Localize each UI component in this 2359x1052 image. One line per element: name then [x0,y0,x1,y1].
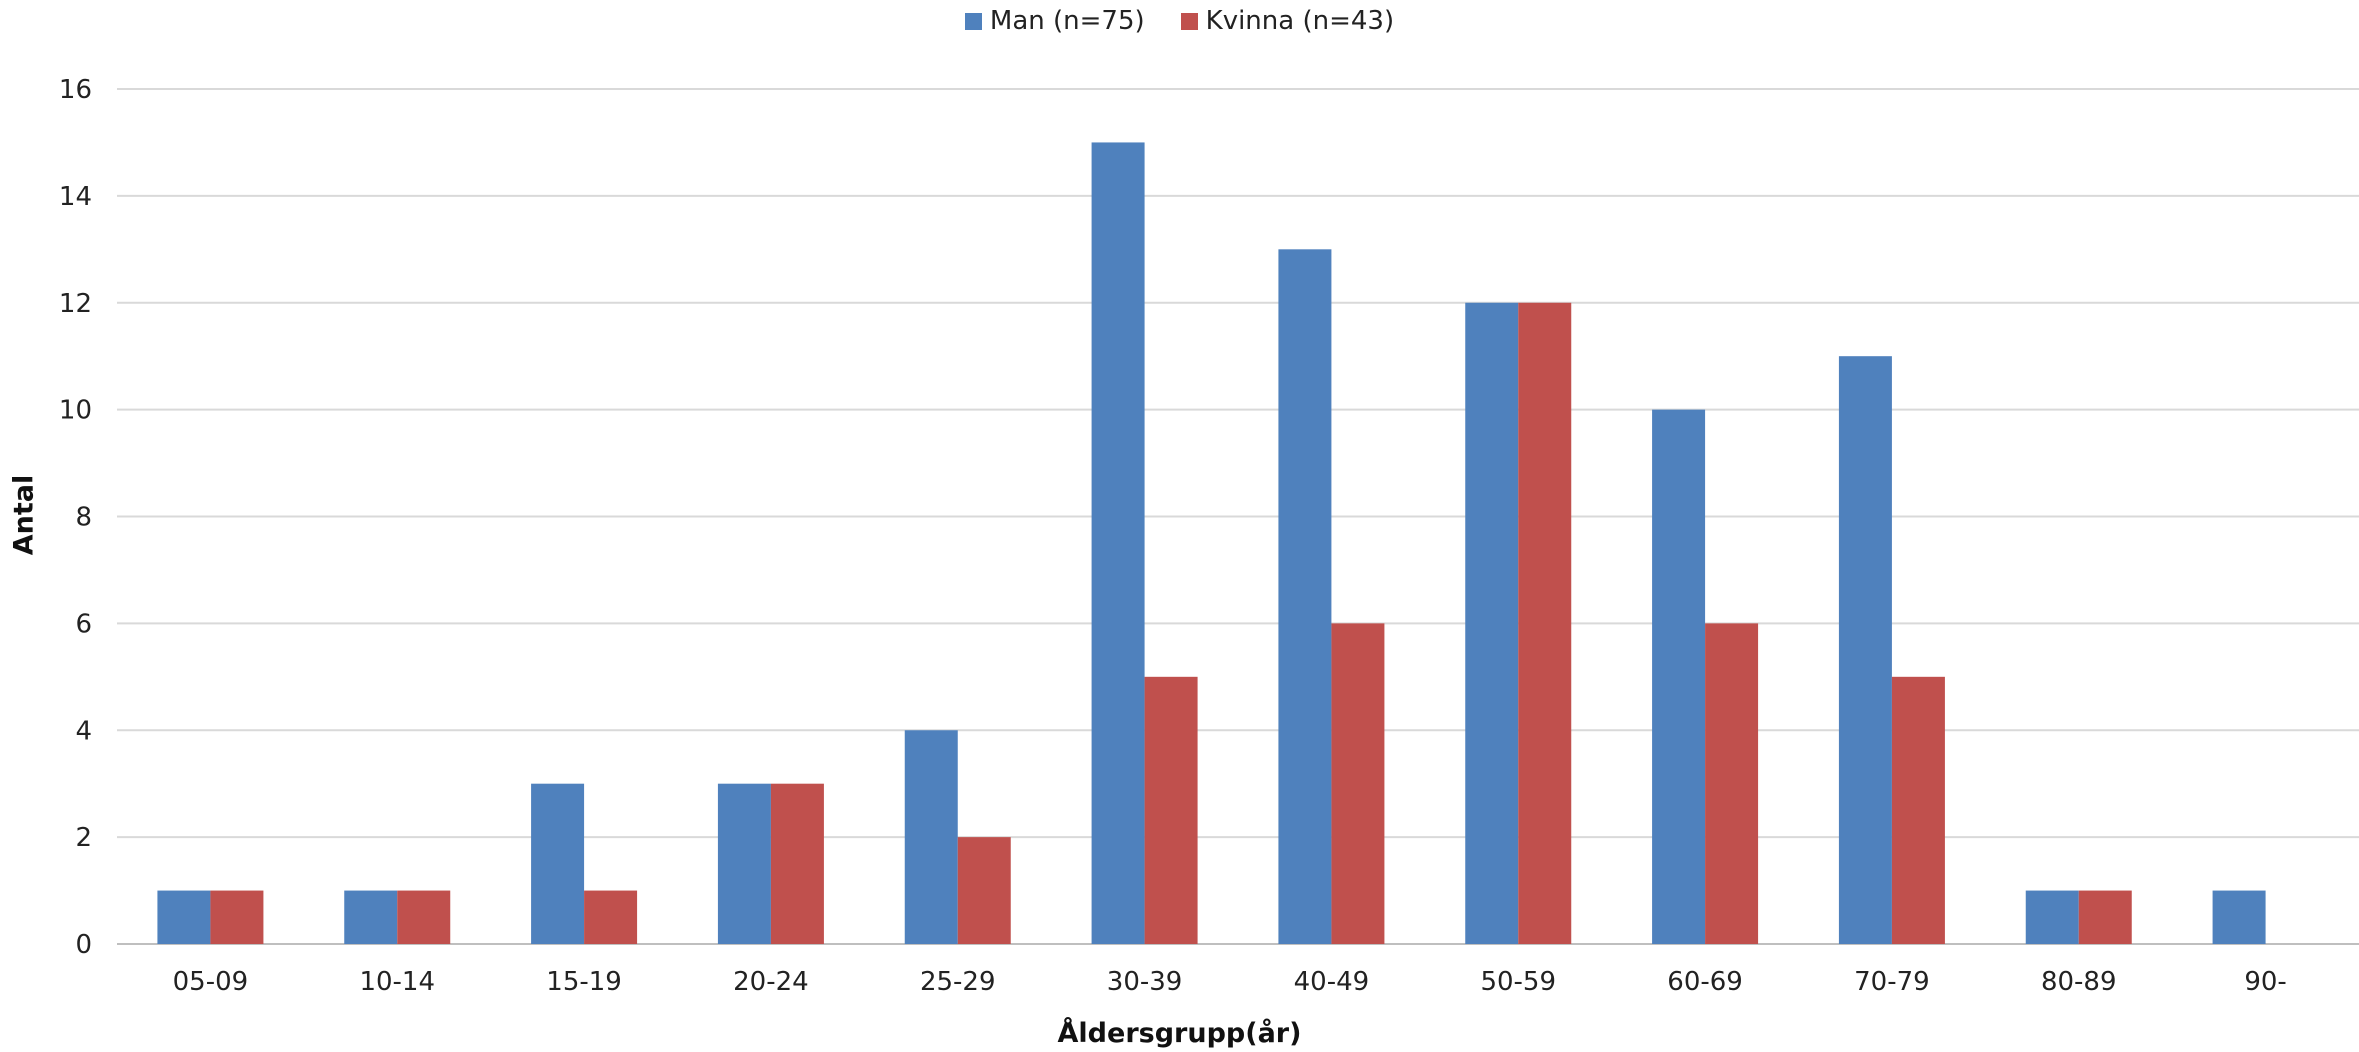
legend-swatch-man [964,12,982,30]
legend-swatch-kvinna [1180,12,1198,30]
y-tick-label: 2 [75,823,92,853]
bar-kvinna-15-19[interactable] [584,890,638,944]
y-tick-label: 8 [75,503,92,533]
x-tick-label: 10-14 [359,967,435,997]
bar-man-40-49[interactable] [1278,249,1332,944]
bar-kvinna-30-39[interactable] [1144,676,1198,944]
bar-man-80-89[interactable] [2025,890,2079,944]
y-tick-label: 4 [75,716,92,746]
bar-man-60-69[interactable] [1652,409,1706,944]
bar-man-70-79[interactable] [1838,356,1892,944]
x-tick-label: 15-19 [546,967,622,997]
x-tick-label: 05-09 [173,967,249,997]
bar-man-20-24[interactable] [717,783,771,944]
bar-man-30-39[interactable] [1091,142,1145,944]
x-tick-label: 20-24 [733,967,809,997]
x-axis-title: Åldersgrupp(år) [1057,1018,1302,1049]
bar-kvinna-80-89[interactable] [2078,890,2132,944]
y-tick-label: 14 [59,182,92,212]
x-tick-label: 70-79 [1854,967,1930,997]
bar-kvinna-60-69[interactable] [1705,623,1759,944]
bar-man-15-19[interactable] [531,783,585,944]
bar-kvinna-20-24[interactable] [770,783,824,944]
x-tick-label: 80-89 [2041,967,2117,997]
bar-kvinna-40-49[interactable] [1331,623,1385,944]
legend: Man (n=75) Kvinna (n=43) [0,6,2359,36]
x-tick-label: 25-29 [920,967,996,997]
bar-kvinna-10-14[interactable] [397,890,451,944]
legend-label-kvinna: Kvinna (n=43) [1205,6,1395,36]
y-tick-label: 12 [59,289,92,319]
y-tick-label: 16 [59,75,92,105]
bar-man-05-09[interactable] [157,890,211,944]
x-tick-label: 50-59 [1480,967,1556,997]
bar-man-50-59[interactable] [1465,302,1519,944]
bar-man-10-14[interactable] [344,890,398,944]
bar-man-25-29[interactable] [904,730,958,944]
y-tick-label: 0 [75,930,92,960]
y-axis-title: Antal [8,474,40,556]
x-tick-label: 40-49 [1294,967,1370,997]
legend-item-man[interactable]: Man (n=75) [964,6,1145,36]
bar-kvinna-50-59[interactable] [1518,302,1572,944]
bar-kvinna-25-29[interactable] [957,837,1011,944]
legend-label-man: Man (n=75) [989,6,1145,36]
bar-kvinna-70-79[interactable] [1891,676,1945,944]
x-tick-label: 90- [2244,967,2286,997]
bar-man-90-[interactable] [2212,890,2266,944]
y-tick-label: 10 [59,396,92,426]
legend-item-kvinna[interactable]: Kvinna (n=43) [1180,6,1395,36]
x-tick-label: 60-69 [1667,967,1743,997]
y-tick-label: 6 [75,609,92,639]
x-tick-label: 30-39 [1107,967,1183,997]
bar-kvinna-05-09[interactable] [210,890,264,944]
